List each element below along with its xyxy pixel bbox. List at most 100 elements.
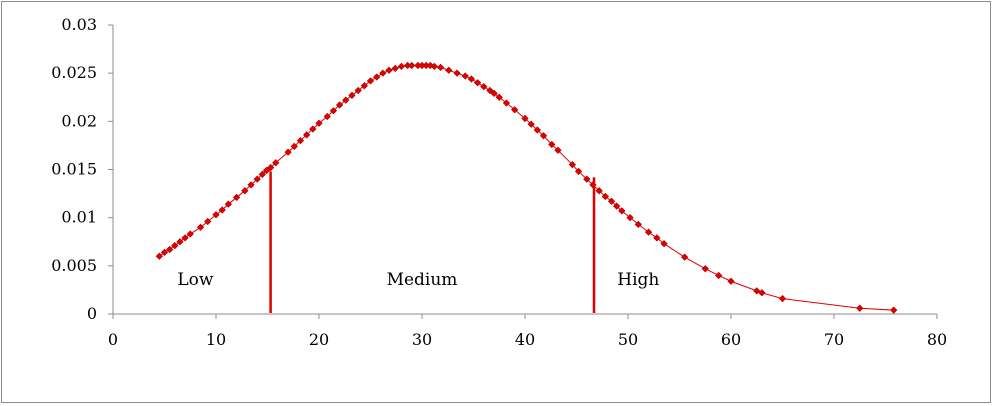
x-tick-label: 40	[515, 330, 535, 349]
data-point	[373, 73, 381, 81]
data-point	[348, 91, 356, 99]
data-point	[568, 161, 577, 169]
data-point	[262, 166, 271, 175]
data-point	[548, 140, 556, 149]
data-point	[218, 206, 226, 214]
data-point	[626, 214, 634, 222]
y-tick-label: 0.005	[51, 256, 97, 275]
x-tick-label: 10	[206, 330, 226, 349]
data-point	[204, 217, 212, 226]
data-point	[486, 86, 494, 95]
y-tick-label: 0.025	[51, 63, 97, 82]
data-point	[342, 96, 350, 104]
data-point	[595, 187, 603, 195]
data-point	[554, 146, 562, 154]
data-point	[360, 82, 368, 90]
data-point	[467, 75, 476, 83]
y-tick-label: 0.02	[61, 111, 97, 130]
data-point	[253, 175, 261, 183]
x-tick-label: 60	[721, 330, 741, 349]
data-point	[574, 167, 583, 176]
data-point	[618, 207, 626, 215]
data-point	[527, 120, 535, 128]
data-point	[445, 66, 453, 74]
data-point	[303, 131, 311, 139]
data-point	[366, 77, 375, 85]
data-point	[224, 200, 232, 208]
data-point	[502, 99, 511, 107]
x-tick-label: 50	[618, 330, 638, 349]
data-point	[323, 112, 331, 121]
data-point	[397, 62, 406, 71]
data-point	[521, 114, 529, 123]
data-point	[753, 287, 761, 295]
data-point	[155, 252, 163, 260]
y-tick-label: 0	[87, 304, 97, 323]
data-point	[461, 72, 469, 80]
data-point	[272, 159, 280, 167]
data-point	[212, 211, 220, 219]
data-point	[490, 89, 498, 98]
data-point	[426, 61, 434, 70]
data-point	[379, 69, 387, 77]
data-point	[266, 163, 275, 172]
y-tick-label: 0.01	[61, 208, 97, 227]
data-point	[601, 192, 609, 201]
data-point	[613, 202, 621, 210]
data-point	[232, 193, 241, 202]
data-point	[166, 245, 174, 254]
data-point	[715, 271, 723, 280]
data-point	[473, 79, 482, 87]
y-tick-label: 0.015	[51, 160, 97, 179]
x-tick-label: 70	[824, 330, 844, 349]
data-point	[653, 234, 661, 242]
data-point	[778, 294, 787, 303]
data-point	[453, 69, 461, 77]
data-point	[247, 181, 255, 189]
data-point	[681, 253, 689, 261]
data-point	[176, 238, 184, 246]
data-point	[309, 125, 317, 133]
data-point	[480, 83, 488, 91]
data-point	[511, 106, 519, 114]
data-point	[196, 223, 205, 231]
data-point	[391, 64, 399, 72]
data-point	[290, 142, 298, 151]
data-point	[354, 86, 362, 95]
region-label-medium: Medium	[387, 270, 458, 290]
data-point	[758, 289, 766, 297]
data-point	[329, 107, 338, 115]
data-point	[284, 148, 292, 156]
data-point	[430, 62, 438, 71]
data-point	[890, 306, 898, 314]
x-tick-label: 80	[927, 330, 947, 349]
data-point	[583, 175, 591, 183]
region-label-low: Low	[177, 270, 214, 290]
data-point	[258, 170, 266, 178]
data-point	[160, 248, 169, 256]
data-point	[644, 228, 653, 236]
x-tick-label: 0	[108, 330, 118, 349]
data-point	[181, 234, 189, 242]
data-point	[634, 220, 642, 229]
x-tick-label: 20	[309, 330, 329, 349]
data-point	[856, 304, 864, 312]
data-point	[539, 132, 548, 140]
data-point	[727, 277, 735, 285]
data-point	[186, 230, 194, 238]
data-point	[385, 66, 393, 74]
data-point	[315, 119, 323, 127]
y-tick-label: 0.03	[61, 15, 97, 34]
data-point	[408, 61, 416, 70]
data-point	[335, 101, 344, 109]
data-point	[533, 126, 541, 134]
data-point	[660, 240, 668, 248]
data-point	[241, 187, 249, 195]
data-point	[607, 197, 616, 205]
data-point	[171, 241, 179, 250]
data-point	[436, 63, 445, 72]
data-point	[296, 136, 305, 145]
data-point	[495, 93, 503, 101]
